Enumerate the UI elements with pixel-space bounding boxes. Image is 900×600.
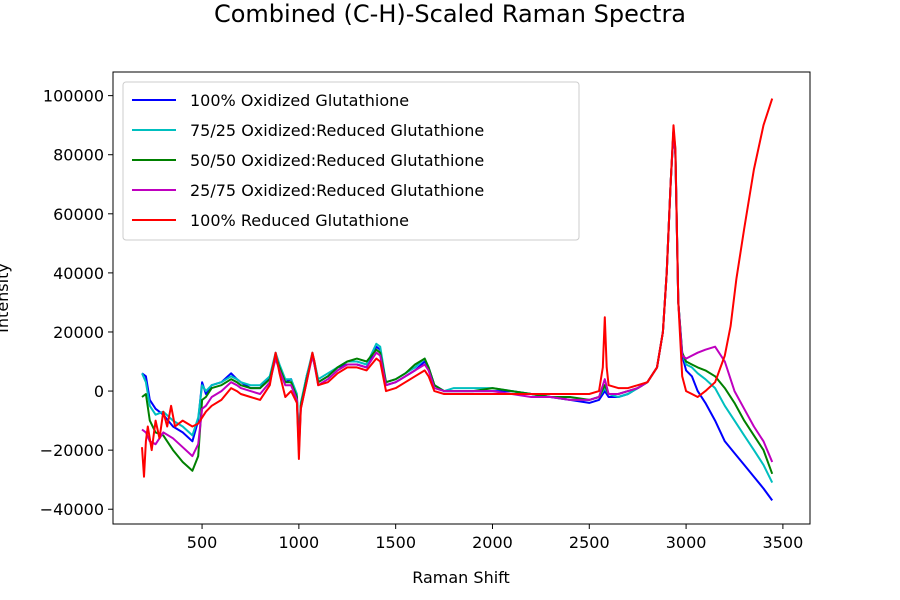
series-layer: [141, 98, 774, 501]
y-tick-label: 40000: [53, 264, 104, 283]
chart-title: Combined (C-H)-Scaled Raman Spectra: [214, 0, 686, 28]
y-tick-label: 60000: [53, 205, 104, 224]
legend-label-3: 50/50 Oxidized:Reduced Glutathione: [190, 151, 484, 170]
y-axis-label: Intensity: [0, 263, 12, 333]
x-axis: 500 1000 1500 2000 2500 3000 3500: [187, 524, 803, 552]
legend-label-1: 100% Oxidized Glutathione: [190, 91, 409, 110]
legend-items: 100% Oxidized Glutathione 75/25 Oxidized:…: [132, 91, 484, 230]
y-axis: −40000 −20000 0 20000 40000 60000 80000 100000: [40, 87, 113, 519]
x-tick-label: 1500: [375, 533, 416, 552]
y-tick-label: 0: [94, 382, 104, 401]
x-axis-label: Raman Shift: [412, 568, 510, 587]
x-tick-label: 3500: [763, 533, 804, 552]
x-tick-label: 1000: [279, 533, 320, 552]
x-tick-label: 2500: [569, 533, 610, 552]
y-tick-label: −40000: [40, 500, 104, 519]
legend-box: [122, 81, 580, 241]
x-tick-label: 500: [187, 533, 218, 552]
y-tick-label: 20000: [53, 323, 104, 342]
y-tick-label: −20000: [40, 441, 104, 460]
x-tick-label: 3000: [666, 533, 707, 552]
legend-label-4: 25/75 Oxidized:Reduced Glutathione: [190, 181, 484, 200]
plot-frame: [112, 71, 811, 525]
y-tick-label: 100000: [43, 87, 104, 106]
y-tick-label: 80000: [53, 146, 104, 165]
legend: 100% Oxidized Glutathione 75/25 Oxidized:…: [122, 81, 580, 241]
legend-label-5: 100% Reduced Glutathione: [190, 211, 409, 230]
x-tick-label: 2000: [472, 533, 513, 552]
legend-label-2: 75/25 Oxidized:Reduced Glutathione: [190, 121, 484, 140]
series-line-5: [141, 98, 774, 478]
